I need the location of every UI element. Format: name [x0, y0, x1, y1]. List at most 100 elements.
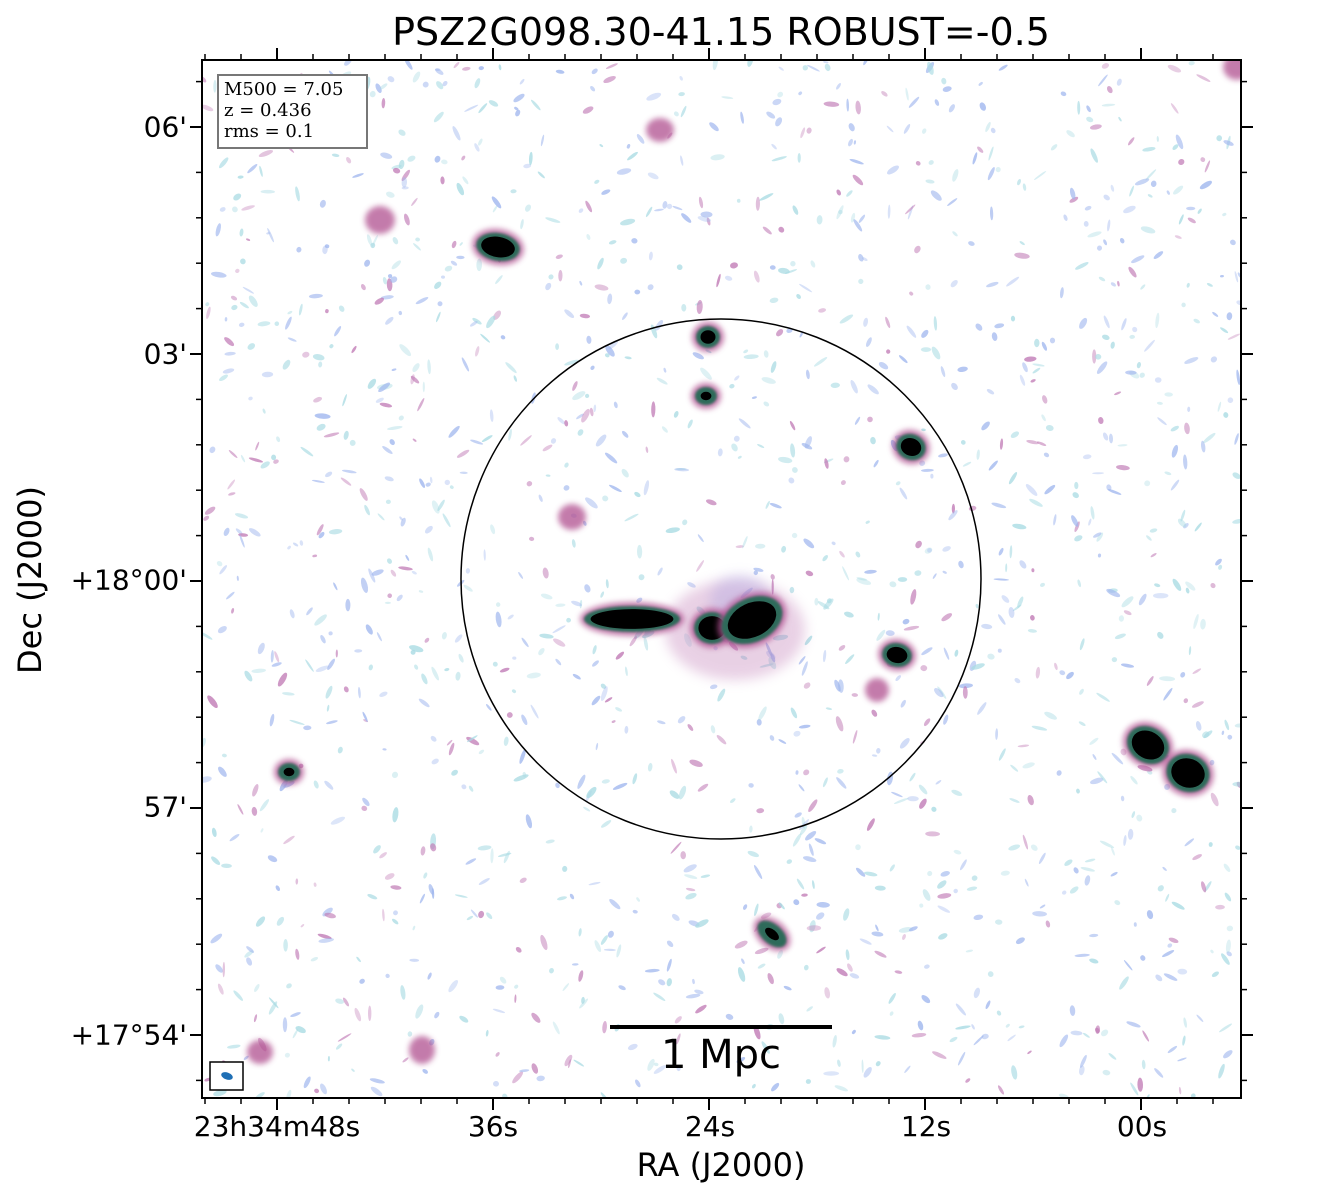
- noise-speck: [526, 481, 533, 487]
- noise-speck: [219, 374, 228, 382]
- dec-tick-label: +17°54': [70, 1018, 187, 1052]
- noise-speck: [958, 560, 964, 569]
- noise-speck: [816, 215, 823, 225]
- noise-speck: [492, 661, 498, 667]
- noise-speck: [736, 1057, 746, 1063]
- noise-speck: [260, 189, 275, 194]
- noise-speck: [919, 798, 927, 809]
- noise-speck: [444, 668, 450, 672]
- noise-speck: [994, 323, 1005, 329]
- noise-speck: [954, 649, 959, 657]
- noise-speck: [412, 363, 420, 373]
- noise-speck: [855, 551, 861, 558]
- noise-speck: [1097, 771, 1108, 784]
- noise-speck: [798, 656, 806, 665]
- noise-speck: [585, 200, 593, 213]
- noise-speck: [721, 96, 734, 99]
- noise-speck: [1149, 528, 1158, 533]
- noise-speck: [1201, 881, 1207, 893]
- noise-speck: [326, 704, 330, 712]
- noise-speck: [743, 349, 749, 354]
- noise-speck: [320, 1083, 327, 1095]
- noise-speck: [924, 547, 933, 554]
- noise-speck: [590, 86, 596, 92]
- noise-speck: [495, 602, 501, 607]
- noise-speck: [859, 938, 872, 945]
- noise-speck: [621, 468, 629, 478]
- noise-speck: [572, 381, 578, 391]
- noise-speck: [1230, 239, 1236, 246]
- noise-speck: [1060, 91, 1067, 97]
- ra-tick-label: 12s: [900, 1110, 952, 1143]
- dec-tick-label: +18°00': [70, 563, 187, 597]
- noise-speck: [266, 232, 271, 235]
- noise-speck: [1155, 312, 1160, 329]
- noise-speck: [843, 456, 850, 463]
- noise-speck: [254, 984, 260, 992]
- noise-speck: [1071, 515, 1079, 527]
- noise-speck: [1073, 867, 1079, 874]
- noise-speck: [1223, 140, 1234, 146]
- noise-speck: [335, 998, 344, 1004]
- noise-speck: [724, 275, 733, 281]
- noise-speck: [933, 316, 938, 331]
- noise-speck: [1008, 607, 1015, 618]
- noise-speck: [1075, 262, 1089, 270]
- noise-speck: [514, 106, 519, 111]
- noise-speck: [318, 531, 325, 539]
- noise-speck: [952, 231, 958, 237]
- noise-speck: [367, 894, 378, 900]
- noise-speck: [1089, 933, 1099, 938]
- noise-speck: [1197, 208, 1202, 214]
- noise-speck: [391, 260, 401, 270]
- noise-speck: [1147, 194, 1153, 198]
- noise-speck: [582, 106, 594, 114]
- noise-speck: [1096, 245, 1103, 251]
- noise-speck: [325, 471, 333, 478]
- noise-speck: [429, 843, 437, 852]
- noise-speck: [904, 1065, 911, 1073]
- noise-speck: [806, 1006, 814, 1012]
- noise-speck: [1007, 1034, 1016, 1042]
- noise-speck: [1019, 241, 1025, 246]
- noise-speck: [953, 849, 962, 855]
- noise-speck: [1132, 326, 1138, 333]
- noise-speck: [697, 216, 712, 222]
- noise-speck: [579, 998, 589, 1009]
- radio-source: [865, 678, 889, 702]
- noise-speck: [925, 831, 940, 837]
- noise-speck: [709, 684, 718, 690]
- noise-speck: [1178, 158, 1185, 166]
- noise-speck: [1153, 251, 1164, 260]
- noise-speck: [1034, 338, 1040, 348]
- noise-speck: [943, 647, 950, 660]
- noise-speck: [605, 579, 609, 589]
- noise-speck: [914, 245, 921, 254]
- noise-speck: [678, 92, 685, 97]
- noise-speck: [295, 1026, 306, 1034]
- noise-speck: [753, 270, 760, 283]
- noise-speck: [520, 435, 532, 446]
- noise-speck: [986, 281, 999, 288]
- noise-speck: [448, 425, 460, 438]
- noise-speck: [790, 707, 798, 719]
- noise-speck: [796, 878, 805, 890]
- noise-speck: [1107, 219, 1111, 232]
- noise-speck: [1234, 433, 1239, 445]
- noise-speck: [1022, 362, 1028, 373]
- noise-speck: [1017, 744, 1030, 748]
- noise-speck: [1144, 480, 1151, 487]
- noise-speck: [998, 547, 1004, 556]
- noise-speck: [1184, 422, 1190, 435]
- noise-speck: [531, 1012, 541, 1023]
- noise-speck: [816, 912, 825, 920]
- noise-speck: [591, 695, 601, 706]
- noise-speck: [390, 276, 398, 283]
- noise-speck: [578, 208, 584, 213]
- noise-speck: [1224, 892, 1232, 902]
- noise-speck: [638, 574, 645, 581]
- noise-speck: [986, 388, 995, 395]
- noise-speck: [1108, 433, 1114, 444]
- noise-speck: [697, 534, 704, 543]
- noise-speck: [435, 311, 441, 323]
